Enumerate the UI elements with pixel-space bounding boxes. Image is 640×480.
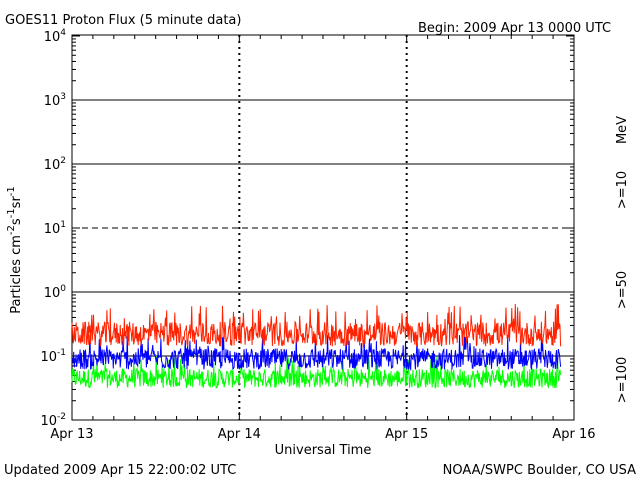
legend-entry-10mev: >=10 (615, 171, 630, 209)
legend-entry-100mev: >=100 (615, 357, 630, 404)
y-tick-label: 104 (44, 28, 67, 45)
series-line (71, 356, 562, 389)
y-tick-label: 100 (44, 284, 67, 301)
y-tick-label: 10-2 (40, 412, 66, 429)
updated-timestamp: Updated 2009 Apr 15 22:00:02 UTC (4, 463, 236, 478)
grid-lines (72, 99, 574, 357)
x-axis-label: Universal Time (275, 443, 372, 458)
chart-title: GOES11 Proton Flux (5 minute data) (5, 13, 241, 28)
data-source-label: NOAA/SWPC Boulder, CO USA (443, 463, 636, 478)
x-tick-label: Apr 14 (218, 427, 261, 442)
series-line (71, 303, 562, 348)
x-tick-label: Apr 15 (385, 427, 428, 442)
y-tick-label: 10-1 (40, 348, 66, 365)
y-tick-label: 102 (44, 156, 66, 173)
y-tick-label: 103 (44, 92, 66, 109)
x-tick-label: Apr 16 (552, 427, 595, 442)
y-tick-label: 101 (44, 220, 66, 237)
x-axis-ticks: Apr 13 Apr 14 Apr 15 Apr 16 (50, 35, 596, 442)
series-lines (71, 303, 562, 389)
legend-entry-50mev: >=50 (615, 271, 630, 309)
legend-unit-label: MeV (615, 116, 630, 144)
begin-time-label: Begin: 2009 Apr 13 0000 UTC (418, 21, 611, 36)
x-tick-label: Apr 13 (50, 427, 93, 442)
series-line (71, 334, 562, 372)
day-markers (238, 35, 408, 420)
y-axis-label: Particles cm-2s-1sr-1 (6, 186, 24, 314)
